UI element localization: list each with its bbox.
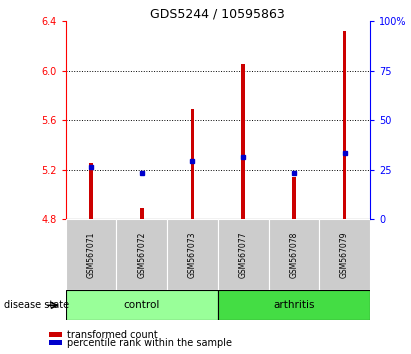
Bar	[116, 219, 167, 290]
Bar	[66, 290, 218, 320]
Text: control: control	[124, 300, 160, 310]
Bar	[140, 208, 143, 219]
Bar	[49, 340, 62, 345]
Title: GDS5244 / 10595863: GDS5244 / 10595863	[150, 7, 285, 20]
Text: GSM567072: GSM567072	[137, 232, 146, 278]
Text: GSM567073: GSM567073	[188, 232, 197, 278]
Bar	[268, 219, 319, 290]
Text: GSM567077: GSM567077	[239, 232, 248, 278]
Text: GSM567078: GSM567078	[289, 232, 298, 278]
Bar	[241, 64, 245, 219]
Text: transformed count: transformed count	[67, 330, 158, 339]
Text: percentile rank within the sample: percentile rank within the sample	[67, 338, 232, 348]
Bar	[292, 177, 296, 219]
Bar	[66, 219, 116, 290]
Bar	[218, 290, 370, 320]
Bar	[343, 30, 346, 219]
Bar	[89, 163, 93, 219]
Bar	[319, 219, 370, 290]
Bar	[49, 332, 62, 337]
Bar	[218, 219, 268, 290]
Bar	[167, 219, 218, 290]
Text: arthritis: arthritis	[273, 300, 314, 310]
Bar	[191, 109, 194, 219]
Text: disease state: disease state	[4, 300, 69, 310]
Text: GSM567071: GSM567071	[87, 232, 96, 278]
Text: GSM567079: GSM567079	[340, 232, 349, 278]
